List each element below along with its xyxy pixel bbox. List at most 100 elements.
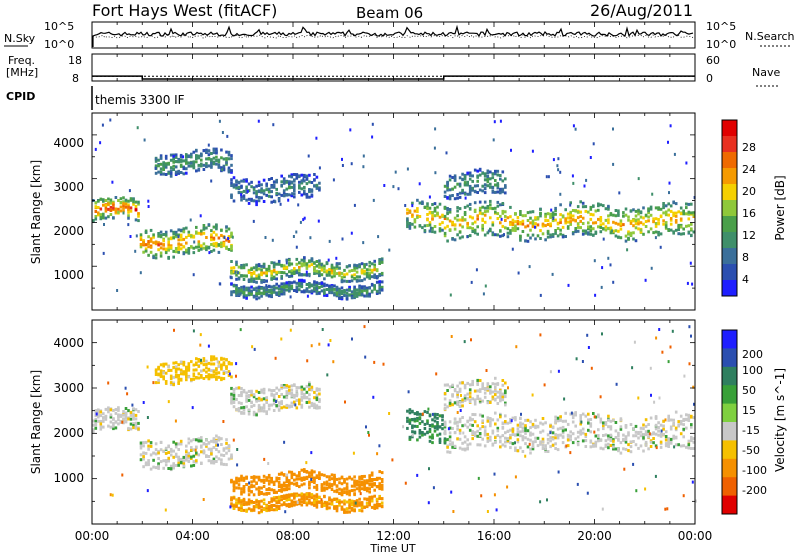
power-cell xyxy=(255,264,258,268)
velocity-cell xyxy=(240,387,243,390)
velocity-cell xyxy=(250,480,253,484)
velocity-cell xyxy=(272,395,276,399)
power-cell xyxy=(182,237,186,241)
velocity-cell xyxy=(162,362,165,366)
power-cell xyxy=(516,222,520,226)
power-cell xyxy=(556,227,560,230)
power-cell xyxy=(315,287,319,291)
power-cell xyxy=(270,291,273,295)
velocity-cell xyxy=(486,416,490,420)
power-cell xyxy=(629,233,633,237)
power-cell xyxy=(340,275,344,279)
velocity-cell xyxy=(360,487,364,491)
velocity-cell xyxy=(624,435,628,439)
power-cell xyxy=(597,204,600,208)
velocity-cell xyxy=(315,493,319,497)
power-cell xyxy=(202,231,206,235)
power-cell xyxy=(217,158,221,162)
power-cell xyxy=(333,284,336,288)
power-cell xyxy=(245,296,248,300)
power-cell xyxy=(509,220,512,224)
power-cell xyxy=(207,246,211,250)
velocity-cell xyxy=(237,386,241,390)
velocity-cell xyxy=(212,373,216,377)
power-cell xyxy=(524,214,527,218)
velocity-cell xyxy=(408,435,412,439)
velocity-cell xyxy=(228,372,231,376)
power-cell xyxy=(157,248,160,252)
velocity-cell xyxy=(195,459,198,463)
velocity-cell xyxy=(451,403,454,407)
velocity-cell xyxy=(250,405,253,409)
power-cell xyxy=(179,238,183,242)
velocity-cell xyxy=(629,450,633,454)
power-cell xyxy=(494,169,497,173)
velocity-cell xyxy=(674,436,678,440)
velocity-cell xyxy=(257,500,261,504)
velocity-cell xyxy=(470,338,472,342)
velocity-cell xyxy=(298,386,301,390)
velocity-cell xyxy=(277,477,281,481)
power-cell xyxy=(511,223,515,226)
velocity-cell xyxy=(257,489,261,493)
power-cell xyxy=(471,179,474,183)
velocity-cell xyxy=(293,383,296,387)
velocity-cell xyxy=(242,405,246,409)
power-cell xyxy=(300,193,304,197)
power-cell xyxy=(592,227,595,231)
power-cell xyxy=(257,180,261,184)
velocity-cell xyxy=(344,400,346,404)
power-cell xyxy=(353,288,356,292)
velocity-cell xyxy=(654,427,658,431)
power-cell xyxy=(212,148,216,152)
power-cell xyxy=(481,212,484,216)
power-cell xyxy=(491,231,495,235)
noise-sky-label: N.Sky xyxy=(4,32,36,45)
velocity-cell xyxy=(257,398,261,402)
power-cell xyxy=(257,292,261,296)
power-cell xyxy=(162,172,165,176)
velocity-cell xyxy=(672,434,675,438)
velocity-cell xyxy=(179,360,183,364)
velocity-cell xyxy=(617,449,620,453)
velocity-cell xyxy=(619,451,623,455)
power-cell xyxy=(328,273,331,277)
velocity-cell xyxy=(303,478,306,481)
power-cell xyxy=(564,219,567,223)
velocity-cell xyxy=(632,427,635,431)
velocity-cell xyxy=(207,455,211,458)
power-cell xyxy=(172,155,175,158)
velocity-cell xyxy=(240,390,243,394)
beam-label: Beam 06 xyxy=(356,4,423,22)
velocity-cell xyxy=(300,403,304,407)
velocity-cell xyxy=(315,398,319,402)
power-cell xyxy=(529,236,532,240)
power-cell xyxy=(285,266,289,270)
velocity-cell xyxy=(149,467,153,471)
velocity-cell xyxy=(192,463,196,467)
power-cell xyxy=(310,257,314,261)
power-cell xyxy=(473,201,477,205)
power-cell xyxy=(328,271,331,274)
velocity-cell xyxy=(240,411,243,414)
power-cell xyxy=(651,192,654,196)
velocity-cell xyxy=(499,440,502,444)
power-cell xyxy=(247,201,251,205)
velocity-cell xyxy=(458,400,462,404)
velocity-cell xyxy=(647,435,650,439)
power-cell xyxy=(516,219,520,223)
power-cell xyxy=(353,203,356,207)
power-cell xyxy=(466,180,469,184)
power-cell xyxy=(167,237,170,241)
power-cell xyxy=(109,209,113,212)
power-cell xyxy=(453,223,457,227)
power-cell xyxy=(473,231,477,235)
power-cell xyxy=(174,233,178,237)
velocity-cell xyxy=(220,437,223,441)
power-cell xyxy=(365,272,369,276)
velocity-cell xyxy=(564,428,567,432)
velocity-cell xyxy=(262,403,266,407)
power-cell xyxy=(235,260,238,264)
velocity-cell xyxy=(335,477,339,481)
power-cell xyxy=(471,216,474,220)
